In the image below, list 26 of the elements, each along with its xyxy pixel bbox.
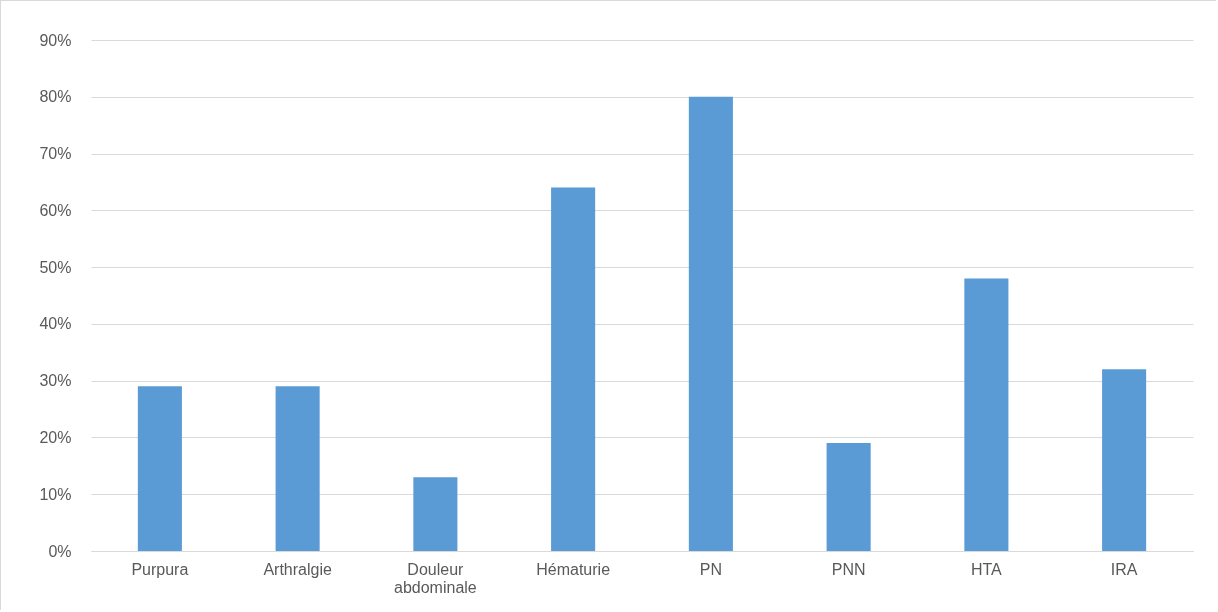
y-tick-label: 60% xyxy=(39,201,72,219)
x-tick-label: Purpura xyxy=(131,560,189,578)
x-tick-label: Arthralgie xyxy=(263,560,332,578)
bar xyxy=(137,386,182,551)
bar xyxy=(275,386,320,551)
bar xyxy=(1102,369,1147,551)
x-tick-label: PNN xyxy=(831,560,866,578)
bar xyxy=(826,443,871,551)
y-tick-label: 0% xyxy=(48,542,72,560)
y-tick-label: 70% xyxy=(39,145,72,163)
y-tick-label: 30% xyxy=(39,372,72,390)
bar xyxy=(551,187,596,551)
y-tick-label: 10% xyxy=(39,485,72,503)
x-tick-label: Douleur abdominale xyxy=(394,560,477,596)
y-tick-label: 20% xyxy=(39,428,72,446)
bar xyxy=(413,477,458,551)
x-tick-label: Hématurie xyxy=(536,560,611,578)
y-tick-label: 50% xyxy=(39,258,72,276)
y-tick-label: 90% xyxy=(39,31,72,49)
bar xyxy=(688,96,733,551)
x-tick-label: PN xyxy=(699,560,722,578)
bar xyxy=(964,278,1009,551)
y-tick-label: 80% xyxy=(39,88,72,106)
x-tick-label: HTA xyxy=(970,560,1003,578)
y-tick-label: 40% xyxy=(39,315,72,333)
x-tick-label: IRA xyxy=(1110,560,1138,578)
